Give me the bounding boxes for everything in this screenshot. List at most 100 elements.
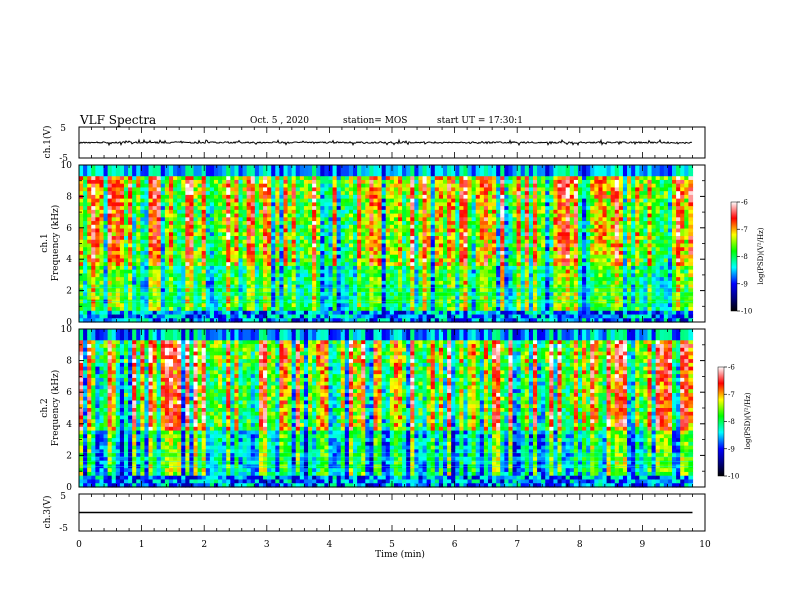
spec1-cell — [402, 310, 407, 316]
spec1-cell — [492, 314, 497, 319]
spec1-cell — [324, 202, 330, 207]
spec1-cell — [516, 247, 522, 252]
spec1-cell — [385, 247, 391, 252]
spec1-cell — [422, 295, 428, 301]
spec1-cell — [312, 224, 317, 230]
spec1-cell — [160, 314, 166, 319]
spec1-cell — [459, 307, 465, 312]
spec1-cell — [385, 183, 391, 189]
spec1-cell — [512, 194, 518, 200]
spec1-cell — [287, 269, 293, 275]
spec1-cell — [181, 172, 186, 177]
spec1-cell — [107, 310, 113, 316]
spec1-cell — [189, 239, 195, 245]
spec1-cell — [140, 202, 146, 207]
spec1-cell — [83, 209, 88, 215]
spec1-cell — [91, 250, 96, 256]
spec1-cell — [459, 183, 465, 189]
spec1-cell — [512, 198, 518, 203]
spec1-cell — [459, 224, 465, 230]
spec1-cell — [226, 307, 231, 312]
spec1-cell — [516, 179, 522, 185]
spec1-cell — [177, 273, 182, 278]
spec1-cell — [181, 258, 186, 263]
spec1-cell — [447, 273, 452, 278]
spec1-cell — [316, 265, 321, 271]
spec1-cell — [537, 262, 542, 267]
spec1-cell — [508, 187, 514, 192]
spec1-cell — [500, 228, 505, 233]
spec1-cell — [87, 176, 92, 181]
spec1-cell — [173, 269, 178, 275]
spec1-cell — [136, 280, 141, 286]
spec1-cell — [328, 288, 334, 293]
spec1-cell — [148, 198, 154, 203]
spec1-cell — [344, 314, 350, 319]
spec1-cell — [340, 269, 346, 275]
spec1-cell — [267, 217, 272, 222]
spec1-cell — [250, 209, 256, 215]
spec1-cell — [487, 254, 493, 260]
spec1-cell — [385, 280, 391, 286]
spec1-cell — [79, 202, 84, 207]
spec1-cell — [528, 206, 534, 211]
spec1-cell — [222, 236, 227, 241]
spec1-cell — [410, 314, 415, 319]
spec1-cell — [95, 217, 101, 222]
spec1-cell — [185, 202, 191, 207]
spec1-cell — [238, 318, 244, 323]
spec1-cell — [132, 198, 137, 203]
spec1-cell — [312, 277, 317, 282]
spec1-cell — [185, 318, 191, 323]
spec1-cell — [483, 273, 489, 278]
spec1-cell — [107, 198, 113, 203]
spec1-cell — [107, 224, 113, 230]
spec1-cell — [295, 247, 301, 252]
spec1-cell — [87, 206, 92, 211]
spec1-cell — [91, 262, 96, 267]
spec1-cell — [430, 254, 436, 260]
spec1-cell — [426, 284, 432, 289]
spec1-cell — [353, 194, 358, 200]
spec1-cell — [132, 303, 137, 308]
spec1-cell — [410, 288, 415, 293]
spec1-cell — [524, 239, 530, 245]
spec1-cell — [545, 247, 550, 252]
spec1-cell — [377, 165, 383, 170]
spec1-cell — [357, 198, 362, 203]
spec1-cell — [152, 191, 158, 196]
spec1-cell — [320, 258, 325, 263]
spec1-cell — [79, 179, 84, 185]
spec1-cell — [369, 176, 375, 181]
spec1-cell — [197, 277, 203, 282]
spec1-cell — [410, 250, 415, 256]
spec1-cell — [230, 303, 236, 308]
spec1-cell — [504, 187, 510, 192]
spec1-cell — [201, 273, 207, 278]
spec1-cell — [508, 269, 514, 275]
spec1-cell — [430, 288, 436, 293]
spec1-cell — [512, 183, 518, 189]
spec1-cell — [119, 250, 125, 256]
spec1-cell — [357, 228, 362, 233]
spec1-cell — [324, 179, 330, 185]
spec1-cell — [258, 314, 264, 319]
spec1-cell — [447, 198, 452, 203]
spec1-cell — [189, 176, 195, 181]
spec1-cell — [377, 269, 383, 275]
spec1-cell — [459, 206, 465, 211]
spec1-cell — [340, 168, 346, 174]
spec1-cell — [168, 247, 174, 252]
spec1-cell — [267, 262, 272, 267]
spec1-cell — [557, 206, 563, 211]
spec1-cell — [258, 206, 264, 211]
spec1-cell — [320, 191, 325, 196]
spec1-cell — [438, 217, 444, 222]
spec1-cell — [189, 254, 195, 260]
spec1-cell — [426, 314, 432, 319]
spec1-cell — [520, 284, 526, 289]
spec1-cell — [434, 262, 440, 267]
spec1-cell — [537, 303, 542, 308]
spec1-cell — [434, 273, 440, 278]
spec1-cell — [528, 265, 534, 271]
